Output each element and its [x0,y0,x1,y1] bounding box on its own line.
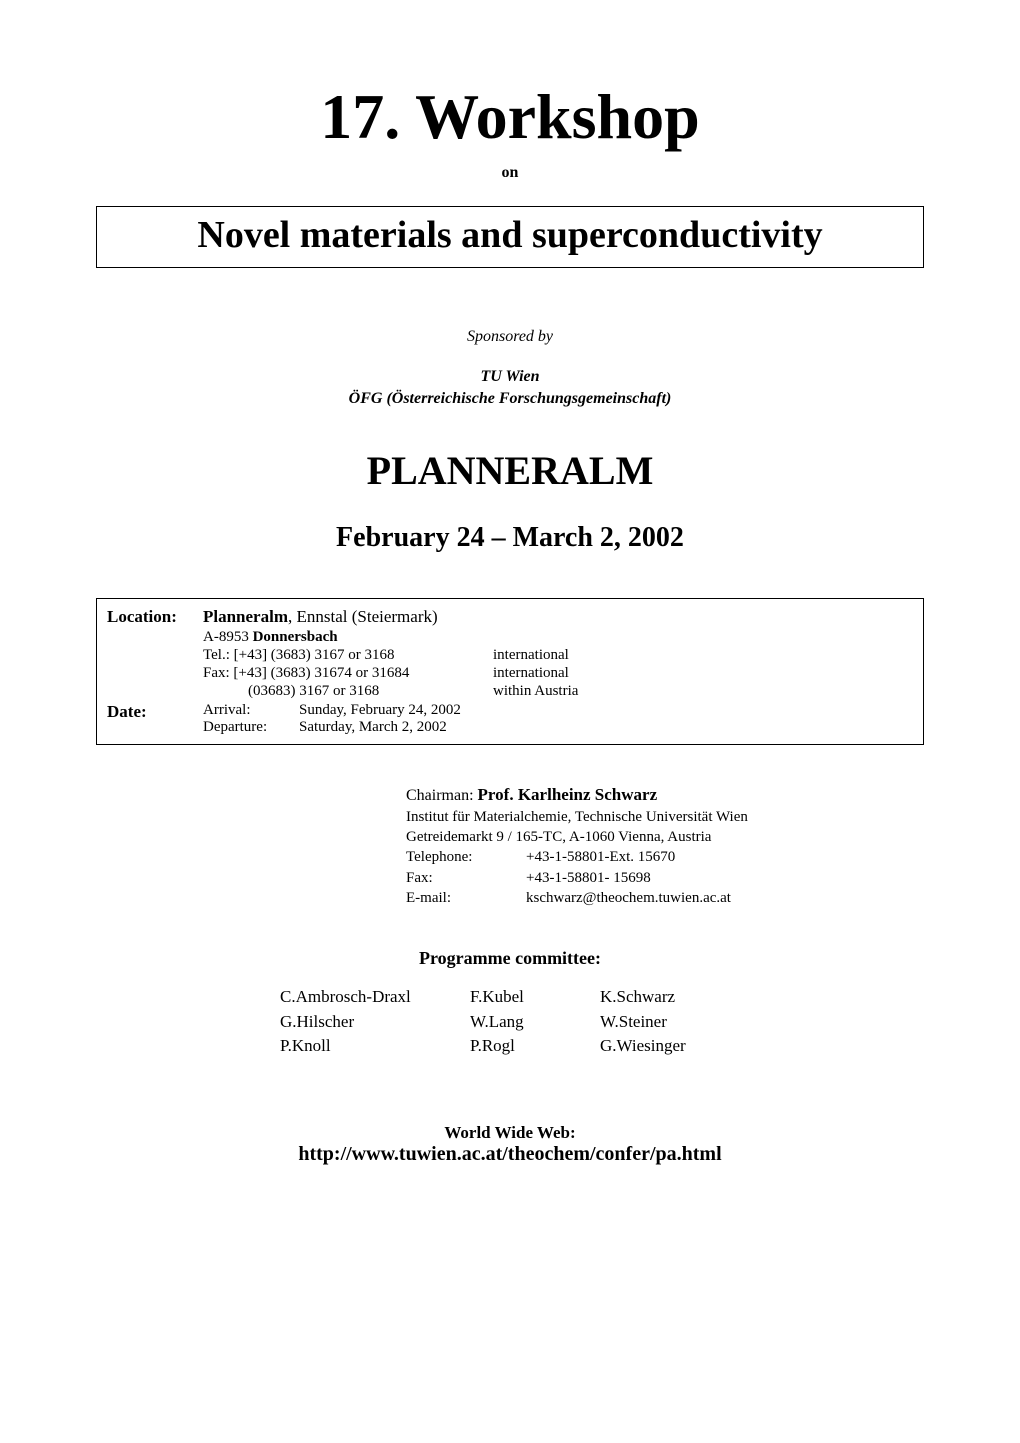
fax-row-2: (03683) 3167 or 3168 within Austria [203,683,913,700]
departure-line: Departure: Saturday, March 2, 2002 [203,719,913,736]
location-name-bold: Planneralm [203,607,288,626]
committee-cell: W.Steiner [600,1010,667,1035]
sponsor-line-1: TU Wien [96,366,924,388]
on-label: on [96,164,924,182]
date-row: Date: Arrival: Sunday, February 24, 2002… [107,702,913,736]
chairman-title: Chairman: Prof. Karlheinz Schwarz [406,785,886,805]
chairman-email-value: kschwarz@theochem.tuwien.ac.at [526,888,731,908]
committee-cell: G.Wiesinger [600,1034,686,1059]
committee-row: C.Ambrosch-Draxl F.Kubel K.Schwarz [280,985,740,1010]
chairman-institute: Institut für Materialchemie, Technische … [406,807,886,827]
committee-cell: W.Lang [470,1010,600,1035]
arrival-line: Arrival: Sunday, February 24, 2002 [203,702,913,719]
www-heading: World Wide Web: [96,1123,924,1143]
committee-row: P.Knoll P.Rogl G.Wiesinger [280,1034,740,1059]
committee-cell: F.Kubel [470,985,600,1010]
chairman-telephone-label: Telephone: [406,847,526,867]
committee-cell: P.Rogl [470,1034,600,1059]
arrival-value: Sunday, February 24, 2002 [299,702,461,719]
chairman-email-label: E-mail: [406,888,526,908]
location-postal-prefix: A-8953 [203,629,253,645]
committee-cell: K.Schwarz [600,985,675,1010]
chairman-address: Getreidemarkt 9 / 165-TC, A-1060 Vienna,… [406,827,886,847]
chairman-fax-row: Fax: +43-1-58801- 15698 [406,868,886,888]
sponsors-block: TU Wien ÖFG (Österreichische Forschungsg… [96,366,924,411]
committee-cell: C.Ambrosch-Draxl [280,985,470,1010]
chairman-label: Chairman: [406,787,478,804]
www-url: http://www.tuwien.ac.at/theochem/confer/… [96,1143,924,1166]
committee-table: C.Ambrosch-Draxl F.Kubel K.Schwarz G.Hil… [280,985,740,1059]
date-body: Arrival: Sunday, February 24, 2002 Depar… [203,702,913,736]
workshop-subtitle: Novel materials and superconductivity [97,213,923,257]
departure-value: Saturday, March 2, 2002 [299,719,447,736]
sponsor-line-2: ÖFG (Österreichische Forschungsgemeinsch… [96,388,924,410]
fax1-text: Fax: [+43] (3683) 31674 or 31684 [203,665,493,682]
chairman-email-row: E-mail: kschwarz@theochem.tuwien.ac.at [406,888,886,908]
location-date-box: Location: Planneralm, Ennstal (Steiermar… [96,598,924,745]
location-row: Location: Planneralm, Ennstal (Steiermar… [107,607,913,700]
committee-cell: P.Knoll [280,1034,470,1059]
subtitle-box: Novel materials and superconductivity [96,206,924,268]
location-title: Planneralm, Ennstal (Steiermark) [203,607,913,627]
venue-name: PLANNERALM [96,447,924,494]
location-name-rest: , Ennstal (Steiermark) [288,607,438,626]
location-label: Location: [107,607,203,627]
fax-row-1: Fax: [+43] (3683) 31674 or 31684 interna… [203,665,913,682]
location-subline: A-8953 Donnersbach [203,629,913,646]
tel-scope: international [493,647,569,664]
chairman-telephone-value: +43-1-58801-Ext. 15670 [526,847,675,867]
location-body: Planneralm, Ennstal (Steiermark) A-8953 … [203,607,913,700]
workshop-title: 17. Workshop [96,80,924,154]
location-town: Donnersbach [253,629,338,645]
committee-heading: Programme committee: [96,948,924,969]
tel-row: Tel.: [+43] (3683) 3167 or 3168 internat… [203,647,913,664]
sponsored-by-label: Sponsored by [96,328,924,346]
document-page: 17. Workshop on Novel materials and supe… [0,0,1020,1443]
chairman-block: Chairman: Prof. Karlheinz Schwarz Instit… [406,785,886,908]
date-range: February 24 – March 2, 2002 [96,522,924,554]
chairman-fax-label: Fax: [406,868,526,888]
committee-row: G.Hilscher W.Lang W.Steiner [280,1010,740,1035]
committee-cell: G.Hilscher [280,1010,470,1035]
chairman-name: Prof. Karlheinz Schwarz [478,785,658,804]
fax1-scope: international [493,665,569,682]
fax2-text: (03683) 3167 or 3168 [203,683,493,700]
chairman-fax-value: +43-1-58801- 15698 [526,868,651,888]
chairman-telephone-row: Telephone: +43-1-58801-Ext. 15670 [406,847,886,867]
departure-label: Departure: [203,719,299,736]
date-label: Date: [107,702,203,722]
arrival-label: Arrival: [203,702,299,719]
tel-text: Tel.: [+43] (3683) 3167 or 3168 [203,647,493,664]
fax2-scope: within Austria [493,683,578,700]
